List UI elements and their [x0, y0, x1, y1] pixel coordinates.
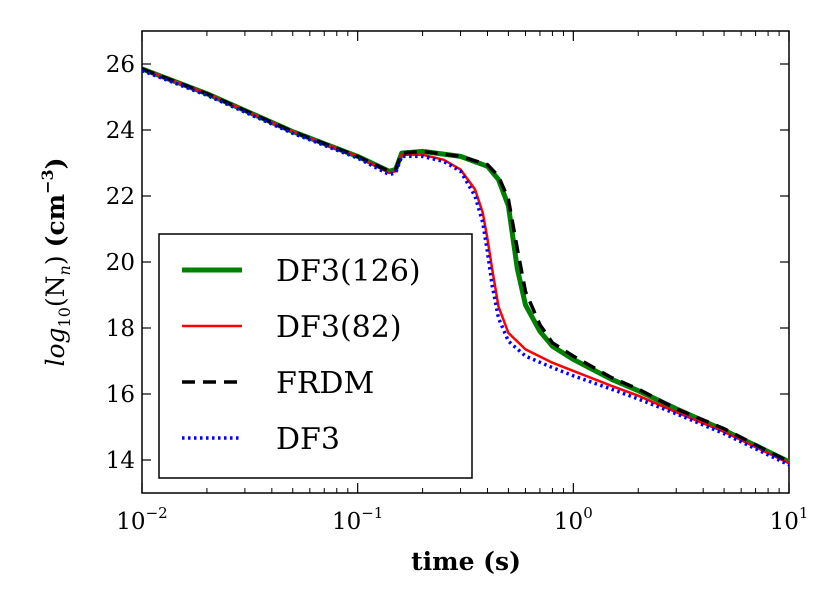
y-tick-label: 26 [106, 52, 135, 78]
x-tick-label: 101 [770, 504, 809, 535]
y-label-prefix: log [41, 327, 70, 366]
legend-box [158, 233, 473, 479]
y-label-prefix-sub: 10 [55, 307, 74, 327]
series-line-frdm [141, 67, 790, 464]
series-layer [141, 66, 791, 467]
legend-label: DF3 [276, 422, 340, 457]
axis-ticks: 14 16 18 20 22 24 26 10−2 10−1 100 101 [106, 31, 809, 535]
y-tick-label: 20 [106, 250, 135, 276]
x-tick-label: 10−1 [332, 504, 383, 535]
x-tick-label: 100 [554, 504, 593, 535]
y-label-unit-close: ) [41, 157, 70, 169]
y-label-var-sub: n [55, 265, 74, 275]
legend: DF3(126) DF3(82) FRDM DF3 [158, 233, 473, 479]
y-label-unit-sup: −3 [38, 169, 57, 194]
legend-label: DF3(82) [276, 310, 402, 345]
y-tick-label: 18 [106, 316, 135, 342]
y-tick-label: 16 [106, 382, 135, 408]
y-tick-label: 14 [106, 448, 135, 474]
y-tick-label: 24 [106, 118, 135, 144]
y-axis-label: log10(Nn) (cm−3) [38, 157, 74, 366]
x-tick-label: 10−2 [116, 504, 167, 535]
legend-label: DF3(126) [276, 254, 421, 289]
y-label-unit: (cm [41, 194, 70, 248]
y-tick-label: 22 [106, 184, 135, 210]
legend-label: FRDM [276, 366, 374, 401]
y-label-close: ) [41, 255, 70, 265]
y-label-var: (N [41, 275, 70, 307]
x-axis-label: time (s) [411, 547, 521, 576]
